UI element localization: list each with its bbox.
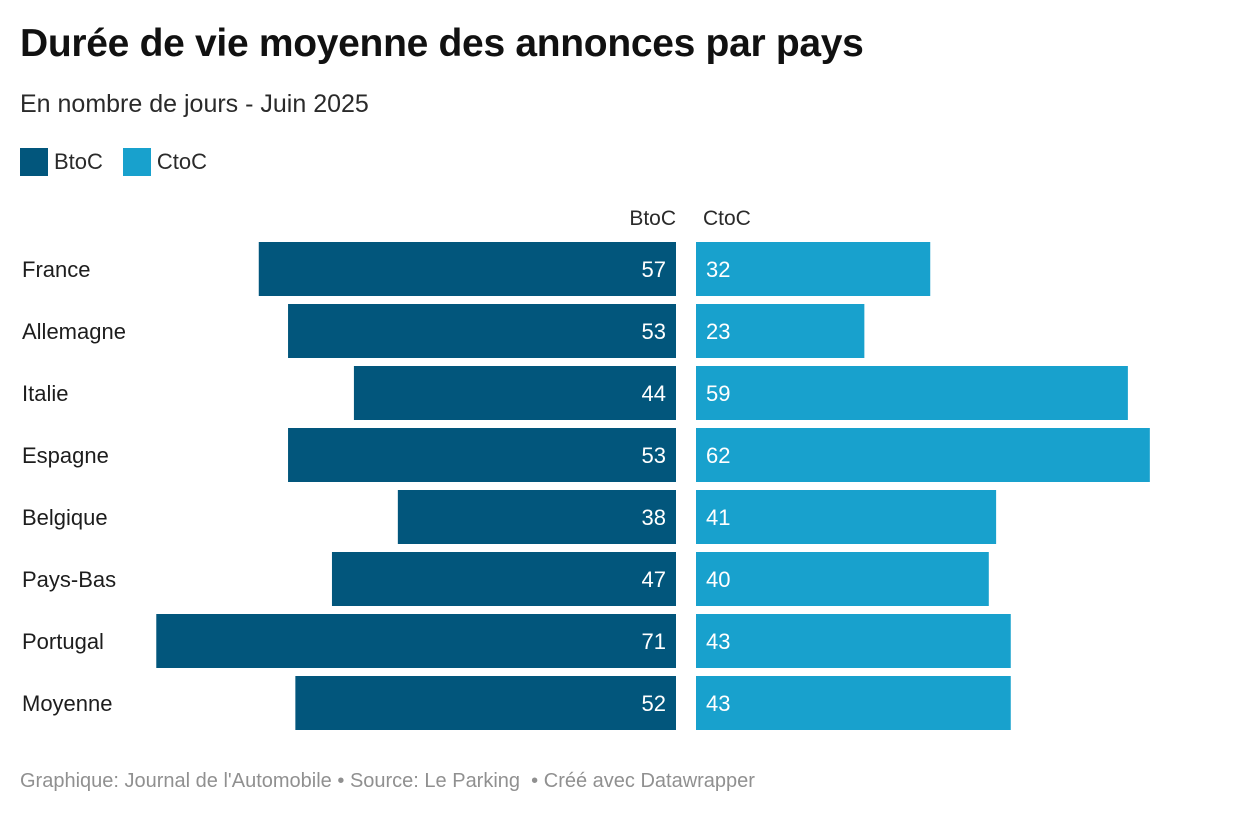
bar-btoc-france <box>258 242 676 296</box>
bar-btoc-italie <box>353 366 676 420</box>
category-label-allemagne: Allemagne <box>22 319 126 344</box>
data-label-btoc-moyenne: 52 <box>642 691 666 716</box>
data-label-ctoc-portugal: 43 <box>706 629 730 654</box>
legend-label-btoc: BtoC <box>54 149 103 174</box>
footer-separator: • <box>531 770 539 792</box>
legend-swatch-btoc <box>20 148 48 176</box>
footer-tool: Créé avec Datawrapper <box>543 770 755 792</box>
footer-credit: Graphique: Journal de l'Automobile <box>20 770 332 792</box>
data-label-ctoc-moyenne: 43 <box>706 691 730 716</box>
category-label-italie: Italie <box>22 381 68 406</box>
legend-item-btoc: BtoC <box>20 148 103 176</box>
bar-btoc-pays-bas <box>331 552 676 606</box>
category-label-portugal: Portugal <box>22 629 104 654</box>
bar-ctoc-moyenne <box>696 676 1011 730</box>
chart-subtitle: En nombre de jours - Juin 2025 <box>20 90 369 118</box>
footer-separator: • <box>337 770 345 792</box>
data-label-ctoc-france: 32 <box>706 257 730 282</box>
bar-btoc-moyenne <box>295 676 676 730</box>
bar-ctoc-allemagne <box>696 304 865 358</box>
data-label-btoc-allemagne: 53 <box>642 319 666 344</box>
legend-item-ctoc: CtoC <box>122 148 208 176</box>
footer-source: Source: Le Parking <box>349 770 521 792</box>
category-label-belgique: Belgique <box>22 505 108 530</box>
legend-label-ctoc: CtoC <box>156 149 208 174</box>
data-label-btoc-france: 57 <box>642 257 666 282</box>
data-label-ctoc-allemagne: 23 <box>706 319 730 344</box>
data-label-btoc-italie: 44 <box>642 381 666 406</box>
category-label-espagne: Espagne <box>22 443 109 468</box>
bar-btoc-espagne <box>288 428 676 482</box>
bar-btoc-portugal <box>156 614 676 668</box>
legend-swatch-ctoc <box>122 148 151 176</box>
data-label-btoc-espagne: 53 <box>642 443 666 468</box>
bar-ctoc-italie <box>696 366 1128 420</box>
bar-ctoc-portugal <box>696 614 1011 668</box>
data-label-ctoc-pays-bas: 40 <box>706 567 730 592</box>
column-header-ctoc: CtoC <box>703 207 751 230</box>
category-label-france: France <box>22 257 90 282</box>
chart-footer: Graphique: Journal de l'Automobile • Sou… <box>20 770 755 793</box>
category-label-pays-bas: Pays-Bas <box>22 567 116 592</box>
data-label-ctoc-italie: 59 <box>706 381 730 406</box>
legend: BtoC CtoC <box>20 148 227 176</box>
bar-btoc-allemagne <box>288 304 676 358</box>
bar-ctoc-pays-bas <box>696 552 989 606</box>
data-label-ctoc-espagne: 62 <box>706 443 730 468</box>
data-label-btoc-belgique: 38 <box>642 505 666 530</box>
category-label-moyenne: Moyenne <box>22 691 113 716</box>
bar-ctoc-belgique <box>696 490 997 544</box>
data-label-btoc-pays-bas: 47 <box>642 567 666 592</box>
chart-title: Durée de vie moyenne des annonces par pa… <box>20 22 864 65</box>
column-header-btoc: BtoC <box>629 207 676 230</box>
data-label-ctoc-belgique: 41 <box>706 505 730 530</box>
bar-ctoc-espagne <box>696 428 1150 482</box>
data-label-btoc-portugal: 71 <box>642 629 666 654</box>
bar-ctoc-france <box>696 242 931 296</box>
bar-btoc-belgique <box>397 490 676 544</box>
